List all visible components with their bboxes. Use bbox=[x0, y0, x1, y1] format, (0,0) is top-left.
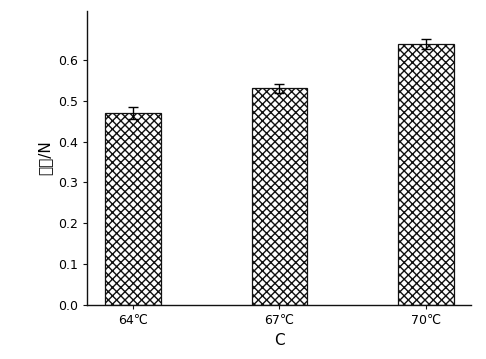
Y-axis label: 粘性/N: 粘性/N bbox=[38, 141, 53, 175]
Bar bbox=[398, 44, 454, 305]
Bar bbox=[105, 113, 161, 305]
Bar bbox=[252, 88, 307, 305]
X-axis label: C: C bbox=[274, 333, 285, 348]
